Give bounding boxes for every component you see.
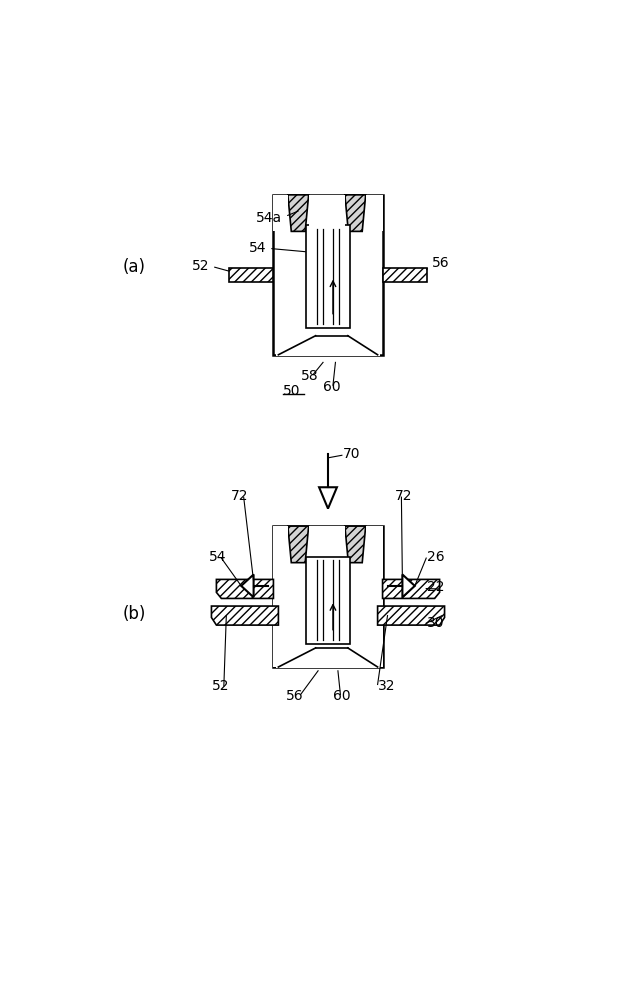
Bar [273, 563, 291, 667]
Text: 26: 26 [428, 550, 445, 564]
Bar [276, 647, 380, 668]
Polygon shape [216, 580, 273, 598]
Bar [273, 526, 288, 563]
Bar [306, 557, 350, 644]
Text: 54: 54 [209, 550, 227, 564]
Text: 52: 52 [211, 679, 229, 693]
Bar [362, 563, 383, 667]
Bar [308, 195, 345, 231]
Text: 52: 52 [191, 259, 228, 273]
Text: 60: 60 [333, 689, 351, 703]
Bar [365, 526, 383, 563]
Text: 72: 72 [231, 489, 249, 502]
Polygon shape [288, 526, 308, 563]
Polygon shape [288, 195, 308, 231]
Polygon shape [319, 488, 337, 508]
Bar [273, 526, 383, 667]
Bar [276, 335, 380, 355]
Polygon shape [211, 606, 278, 625]
Text: 60: 60 [323, 380, 340, 394]
Bar [306, 225, 350, 328]
Bar [273, 195, 288, 231]
Polygon shape [403, 575, 415, 597]
Text: (a): (a) [122, 258, 145, 276]
Text: 50: 50 [284, 385, 301, 399]
Bar [308, 526, 345, 563]
Bar [365, 195, 383, 231]
Text: 56: 56 [427, 256, 450, 270]
Text: 56: 56 [286, 689, 303, 703]
Text: 32: 32 [378, 679, 395, 693]
Polygon shape [345, 526, 365, 563]
Polygon shape [383, 580, 440, 598]
Bar [229, 268, 273, 282]
Bar [383, 268, 428, 282]
Polygon shape [241, 575, 253, 597]
Text: 22: 22 [428, 580, 445, 594]
Text: 58: 58 [301, 369, 318, 383]
Text: 70: 70 [343, 447, 360, 461]
Polygon shape [345, 195, 365, 231]
Polygon shape [378, 606, 445, 625]
Text: (b): (b) [122, 604, 145, 623]
Text: 30: 30 [428, 616, 445, 630]
Bar [273, 195, 383, 355]
Text: 54: 54 [248, 241, 305, 255]
Text: 54a: 54a [256, 211, 298, 225]
Text: 72: 72 [395, 489, 412, 502]
